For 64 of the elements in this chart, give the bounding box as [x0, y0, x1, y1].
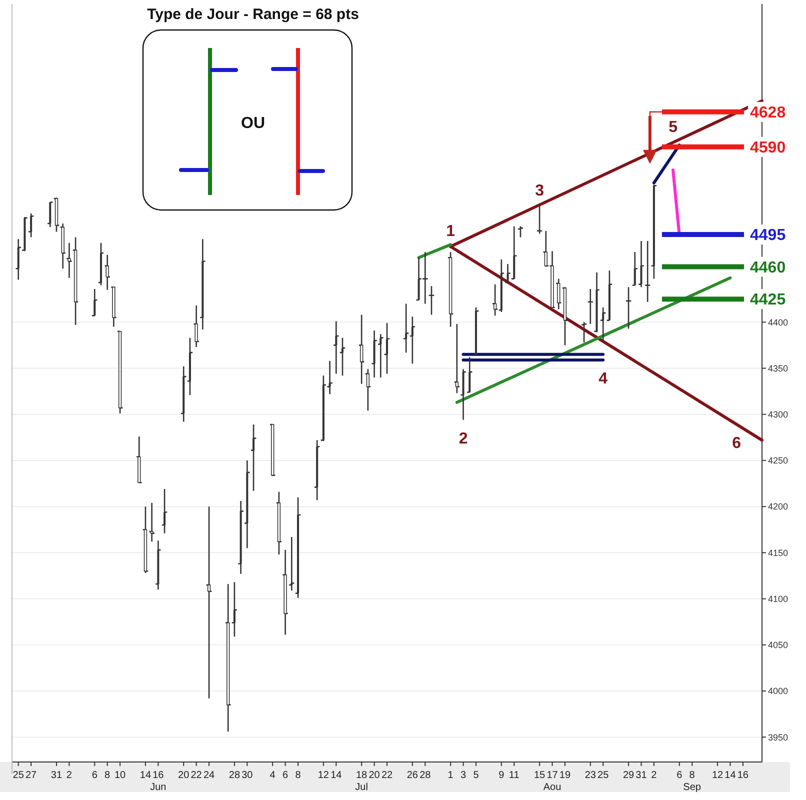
x-tick-label: 2 [66, 770, 72, 781]
x-tick-label: 10 [114, 770, 126, 781]
x-tick-label: 14 [724, 770, 736, 781]
x-tick-label: 14 [330, 770, 342, 781]
x-tick-label: 6 [282, 770, 289, 781]
x-tick-label: 28 [420, 770, 432, 781]
y-tick-label: 4250 [768, 456, 788, 466]
x-tick-label: 12 [318, 770, 330, 781]
y-tick-label: 4300 [768, 410, 788, 420]
x-tick-label: 6 [676, 770, 683, 781]
x-tick-label: 19 [559, 770, 571, 781]
x-tick-label: 22 [381, 770, 393, 781]
x-tick-label: 8 [104, 770, 111, 781]
x-tick-label: 31 [50, 770, 62, 781]
ref-line-label: 4460 [750, 259, 786, 276]
x-tick-label: 23 [584, 770, 596, 781]
x-tick-label: 11 [508, 770, 520, 781]
x-tick-label: 24 [203, 770, 216, 781]
x-tick-label: 1 [448, 770, 454, 781]
x-tick-label: 4 [270, 770, 276, 781]
y-tick-label: 4200 [768, 502, 788, 512]
y-tick-label: 4350 [768, 363, 788, 374]
x-tick-label: 18 Jul [355, 770, 368, 793]
x-tick-label: 8 [295, 770, 302, 781]
x-tick-label: 6 [92, 770, 98, 781]
y-tick-label: 3950 [768, 732, 788, 742]
x-tick-label: 3 [460, 770, 466, 781]
y-tick-label: 4150 [768, 548, 788, 558]
y-tick-label: 4400 [768, 317, 788, 328]
chart-title: Type de Jour - Range = 68 pts [147, 6, 359, 23]
annotation: OU [241, 115, 265, 132]
annotation: 4 [598, 370, 608, 388]
annotation: 6 [732, 435, 742, 452]
x-tick-label: 12 [712, 770, 724, 781]
ref-line-label: 4628 [750, 104, 786, 122]
y-tick-label: 4050 [768, 640, 788, 650]
annotation: 2 [458, 430, 468, 448]
x-tick-label: 14 [140, 770, 152, 781]
x-tick-label: 29 [622, 770, 635, 781]
y-tick-label: 4100 [768, 594, 788, 604]
x-tick-label: 5 [473, 770, 480, 781]
annotation: 1 [446, 223, 456, 240]
x-tick-label: 16 [737, 770, 749, 781]
x-tick-label: 26 [406, 770, 418, 781]
x-tick-label: 30 [242, 770, 254, 781]
ref-line-label: 4590 [750, 140, 786, 157]
x-tick-label: 25 [598, 770, 610, 781]
x-tick-label: 16 Jun [150, 770, 166, 793]
x-tick-label: 2 [651, 770, 658, 781]
x-tick-label: 25 [12, 770, 24, 781]
x-tick-label: 27 [26, 770, 38, 781]
x-tick-label: 9 [498, 770, 505, 781]
x-tick-label: 28 [228, 770, 240, 781]
annotation: 3 [535, 182, 544, 200]
x-tick-label: 15 [534, 770, 546, 781]
x-tick-label: 22 [190, 770, 202, 781]
ref-line-label: 4425 [750, 292, 786, 309]
ref-line-label: 4495 [750, 227, 786, 244]
y-tick-label: 4000 [768, 686, 788, 696]
x-tick-label: 8 Sep [683, 770, 702, 793]
x-tick-label: 20 [368, 770, 380, 781]
x-tick-label: 31 [636, 770, 648, 781]
annotation: 5 [668, 118, 678, 136]
x-tick-label: 20 [178, 770, 190, 781]
